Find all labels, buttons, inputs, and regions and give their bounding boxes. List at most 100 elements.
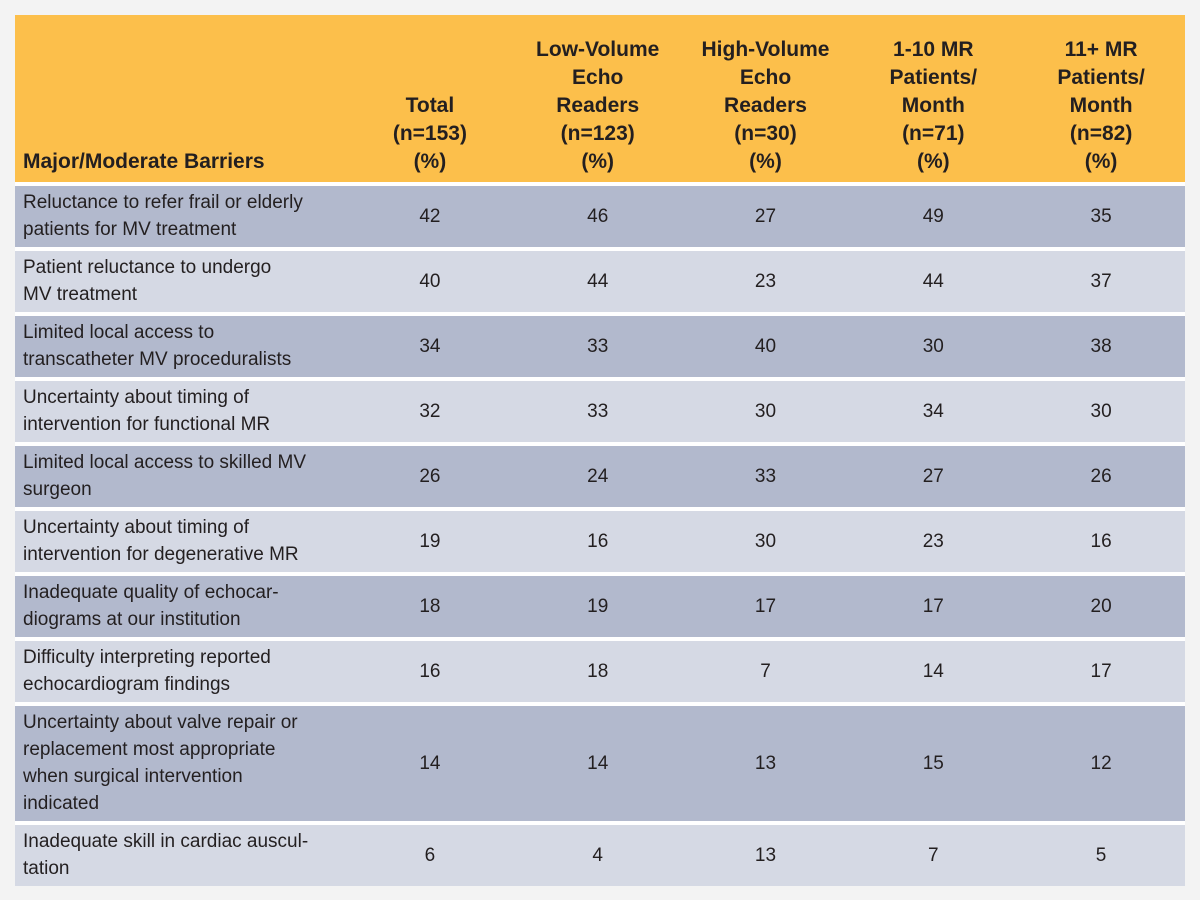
barrier-label-line: when surgical intervention	[23, 766, 243, 787]
barrier-label-line: Limited local access to skilled MV	[23, 452, 306, 473]
barrier-label-line: diograms at our institution	[23, 609, 241, 630]
percent-cell: 40	[681, 312, 850, 379]
percent-cell: 37	[1017, 247, 1185, 314]
barrier-label-line: Reluctance to refer frail or elderly	[23, 192, 303, 213]
percent-cell: 26	[346, 442, 514, 509]
barriers-table: Major/Moderate Barriers Total (n=153) (%) L…	[15, 15, 1185, 886]
barrier-label-line: Uncertainty about timing of	[23, 387, 250, 408]
table-row: Uncertainty about timing of intervention …	[15, 507, 1185, 574]
column-header: 11+ MR Patients/Month (n=82) (%)	[1017, 15, 1185, 184]
table-row: Uncertainty about valve repair or replace…	[15, 702, 1185, 823]
percent-cell: 42	[346, 182, 514, 249]
barrier-label-line: replacement most appropriate	[23, 739, 276, 760]
percent-cell: 17	[849, 572, 1018, 639]
column-header-line: Echo	[572, 66, 624, 89]
table-row: Limited local access to transcatheter MV …	[15, 312, 1185, 379]
column-header-line: High-Volume	[701, 38, 830, 61]
percent-cell: 18	[513, 637, 682, 704]
barrier-label-line: transcatheter MV proceduralists	[23, 349, 292, 370]
column-header-line: 1-10 MR	[893, 38, 974, 61]
table-row: Difficulty interpreting reported echocard…	[15, 637, 1185, 704]
barrier-label-line: intervention for functional MR	[23, 414, 271, 435]
column-header: High-Volume Echo Readers (n=30) (%)	[681, 15, 850, 184]
table-row: Inadequate skill in cardiac auscul-tatio…	[15, 821, 1185, 886]
barrier-label: Uncertainty about timing of intervention …	[15, 377, 346, 444]
percent-cell: 27	[681, 182, 850, 249]
percent-cell: 14	[346, 702, 514, 823]
column-header-line: (%)	[1084, 150, 1118, 173]
header-barriers: Major/Moderate Barriers	[15, 15, 346, 184]
percent-cell: 16	[513, 507, 682, 574]
barrier-label: Limited local access to transcatheter MV …	[15, 312, 346, 379]
percent-cell: 33	[513, 312, 682, 379]
column-header: Total (n=153) (%)	[346, 15, 514, 184]
column-header-line: (%)	[413, 150, 447, 173]
column-header-line: Month	[1069, 94, 1133, 117]
percent-cell: 16	[1017, 507, 1185, 574]
percent-cell: 15	[849, 702, 1018, 823]
barrier-label: Uncertainty about timing of intervention …	[15, 507, 346, 574]
barrier-label-line: surgeon	[23, 479, 92, 500]
percent-cell: 18	[346, 572, 514, 639]
percent-cell: 44	[849, 247, 1018, 314]
barrier-label-line: echocardiogram findings	[23, 674, 231, 695]
barrier-label: Inadequate skill in cardiac auscul-tatio…	[15, 821, 346, 886]
percent-cell: 33	[681, 442, 850, 509]
barrier-label-line: Patient reluctance to undergo	[23, 257, 272, 278]
column-header-line: Total	[405, 94, 455, 117]
barrier-label-line: Inadequate quality of echocar-	[23, 582, 279, 603]
table-row: Limited local access to skilled MV surgeo…	[15, 442, 1185, 509]
barrier-label-line: indicated	[23, 793, 100, 814]
percent-cell: 7	[681, 637, 850, 704]
percent-cell: 38	[1017, 312, 1185, 379]
column-header-line: (n=71)	[902, 122, 965, 145]
percent-cell: 12	[1017, 702, 1185, 823]
barrier-label: Inadequate quality of echocar-diograms a…	[15, 572, 346, 639]
table-row: Uncertainty about timing of intervention …	[15, 377, 1185, 444]
percent-cell: 44	[513, 247, 682, 314]
percent-cell: 4	[513, 821, 682, 886]
percent-cell: 49	[849, 182, 1018, 249]
percent-cell: 23	[681, 247, 850, 314]
barrier-label-line: MV treatment	[23, 284, 138, 305]
barrier-label-line: Limited local access to	[23, 322, 215, 343]
percent-cell: 17	[681, 572, 850, 639]
percent-cell: 26	[1017, 442, 1185, 509]
percent-cell: 14	[513, 702, 682, 823]
percent-cell: 30	[681, 377, 850, 444]
barrier-label-line: Difficulty interpreting reported	[23, 647, 271, 668]
barrier-label: Difficulty interpreting reported echocard…	[15, 637, 346, 704]
percent-cell: 20	[1017, 572, 1185, 639]
percent-cell: 6	[346, 821, 514, 886]
header-row: Major/Moderate Barriers Total (n=153) (%) L…	[15, 15, 1185, 184]
column-header: Low-Volume Echo Readers (n=123) (%)	[513, 15, 682, 184]
column-header-line: (n=30)	[734, 122, 797, 145]
percent-cell: 5	[1017, 821, 1185, 886]
column-header-line: 11+ MR	[1064, 38, 1138, 61]
barrier-label: Uncertainty about valve repair or replace…	[15, 702, 346, 823]
percent-cell: 30	[1017, 377, 1185, 444]
percent-cell: 17	[1017, 637, 1185, 704]
column-header-line: Patients/	[889, 66, 978, 89]
barrier-label: Reluctance to refer frail or elderly pati…	[15, 182, 346, 249]
barrier-label-line: tation	[23, 858, 70, 879]
percent-cell: 13	[681, 821, 850, 886]
column-header-line: (%)	[916, 150, 950, 173]
percent-cell: 19	[346, 507, 514, 574]
percent-cell: 19	[513, 572, 682, 639]
table-row: Patient reluctance to undergo MV treatmen…	[15, 247, 1185, 314]
column-header-line: Month	[901, 94, 965, 117]
percent-cell: 30	[681, 507, 850, 574]
percent-cell: 13	[681, 702, 850, 823]
column-header-line: (n=123)	[560, 122, 635, 145]
table-row: Inadequate quality of echocar-diograms a…	[15, 572, 1185, 639]
percent-cell: 23	[849, 507, 1018, 574]
column-header-line: Low-Volume	[536, 38, 660, 61]
barrier-label-line: Inadequate skill in cardiac auscul-	[23, 831, 309, 852]
percent-cell: 14	[849, 637, 1018, 704]
barrier-label-line: intervention for degenerative MR	[23, 544, 299, 565]
column-header-line: (%)	[581, 150, 615, 173]
column-header-line: Readers	[724, 94, 807, 117]
barrier-label: Patient reluctance to undergo MV treatmen…	[15, 247, 346, 314]
percent-cell: 46	[513, 182, 682, 249]
